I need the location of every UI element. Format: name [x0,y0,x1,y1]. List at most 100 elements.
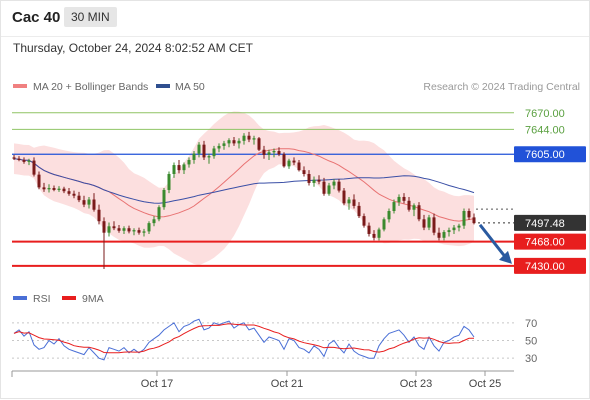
rsi-tick-label: 50 [525,336,537,348]
candle [407,200,411,210]
candle [282,154,286,167]
candle [122,228,126,231]
ma50-legend-label: MA 50 [175,81,205,93]
ma20-legend-swatch [13,84,27,88]
candle [137,230,141,233]
candle [12,157,16,159]
candle [257,138,261,150]
resistance-label: 7644.00 [525,124,565,136]
price-tags-layer: 7670.00 7644.00 7605.00 7468.00 7430.00 7497.… [476,108,586,274]
support-label: 7468.00 [525,237,565,249]
ma50-line [13,158,475,204]
ma50-legend-swatch [156,84,170,88]
rsi-layer: 70 50 30 [12,318,537,365]
candle [432,217,436,233]
candle [207,156,211,158]
resistance-label: 7670.00 [525,108,565,120]
pivot-tag [514,146,586,163]
candle [252,138,256,140]
rsi-legend-swatch [13,296,27,300]
rsi-ma-line [13,323,474,354]
candle [182,164,186,171]
candle [27,160,31,162]
candle [142,231,146,233]
last-price-tag [514,214,586,231]
x-tick-label: Oct 21 [271,378,303,390]
rsi-legend-label: RSI [33,293,51,305]
support-label: 7430.00 [525,261,565,273]
candle [397,196,401,203]
candle [172,165,176,174]
candle [222,143,226,146]
candle [317,179,321,182]
candle [62,188,66,192]
candle [307,174,311,183]
rsi-ma-legend-label: 9MA [82,293,104,305]
candle [17,158,21,160]
candle [47,188,51,190]
candle [22,159,26,162]
candle [57,188,61,190]
ma20-legend-label: MA 20 + Bollinger Bands [33,81,148,93]
candle [342,190,346,204]
candle [202,144,206,158]
candle [67,191,71,194]
candle [427,217,431,228]
header-divider [0,36,590,37]
candle [467,211,471,218]
candle [352,199,356,206]
candle [287,160,291,167]
candle [462,211,466,226]
candle [87,199,91,205]
x-tick-label: Oct 25 [469,378,501,390]
candle [457,225,461,228]
candle [157,207,161,220]
last-price-label: 7497.48 [525,218,565,230]
candle [52,188,56,190]
candle [242,135,246,141]
support-tag [514,257,586,274]
candle [327,185,331,194]
support-tag [514,233,586,250]
candle [452,227,456,231]
candle [382,219,386,230]
candle [82,200,86,205]
candle [377,229,381,238]
candle [37,174,41,188]
rsi-tick-label: 70 [525,318,537,330]
candle [152,219,156,224]
candle [332,181,336,186]
moving-average-layer [13,148,475,222]
candle [402,196,406,201]
candle [97,209,101,222]
candle [302,170,306,174]
levels-layer [12,112,514,267]
candle [162,189,166,208]
candle [77,195,81,201]
candle [437,232,441,238]
symbol-title: Cac 40 [12,9,61,26]
candle [42,187,46,190]
candle [237,140,241,144]
interval-button[interactable]: 30 MIN [64,7,117,27]
candle [447,230,451,233]
candle [192,153,196,160]
candle [167,174,171,190]
candle [422,219,426,228]
candle [392,202,396,211]
candle [412,205,416,210]
candle [347,199,351,204]
candle [357,205,361,217]
candle [177,165,181,171]
candle [117,228,121,231]
candle [267,152,271,155]
timestamp: Thursday, October 24, 2024 8:02:52 AM CE… [13,41,253,55]
candle [232,140,236,144]
candle [197,144,201,154]
candle [217,145,221,149]
candle [147,223,151,232]
candle [132,230,136,232]
candle [127,228,131,232]
